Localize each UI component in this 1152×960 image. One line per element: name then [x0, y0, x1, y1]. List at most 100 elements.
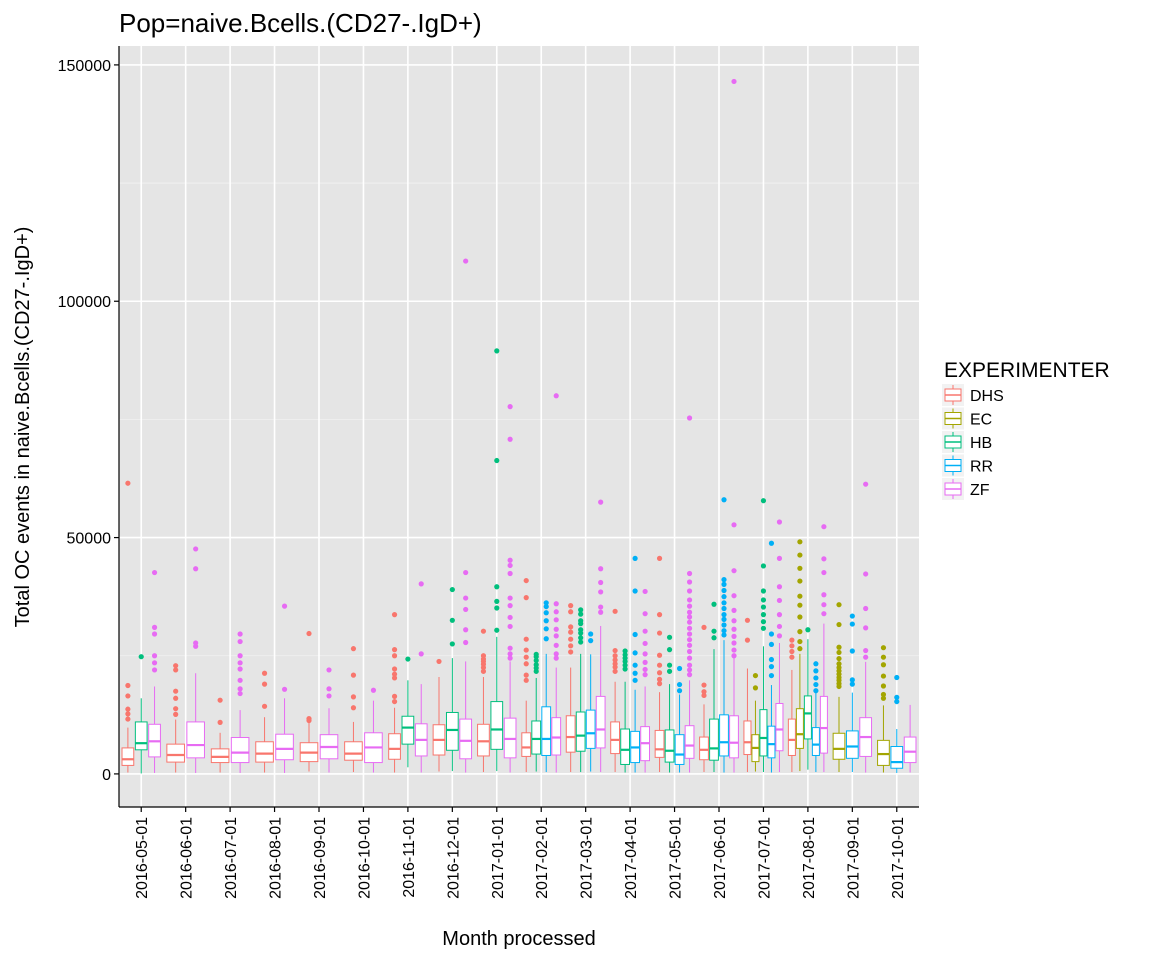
box-2017-08-01-EC — [795, 539, 804, 772]
outlier-point — [391, 675, 398, 681]
outlier-point — [789, 637, 795, 643]
outlier-point — [523, 661, 529, 667]
x-tick-label: 2016-10-01 — [356, 817, 373, 899]
box-iqr — [803, 695, 812, 740]
outlier-point — [721, 581, 727, 587]
outlier-point — [622, 658, 628, 665]
outlier-point — [632, 631, 638, 638]
x-tick-label: 2016-07-01 — [223, 817, 240, 899]
outlier-point — [612, 653, 618, 659]
outlier-point — [776, 612, 783, 618]
outlier-point — [553, 617, 559, 623]
outlier-point — [676, 688, 683, 694]
outlier-point — [370, 687, 377, 693]
legend-label: ZF — [970, 482, 990, 499]
outlier-point — [721, 600, 727, 606]
box-iqr — [664, 729, 675, 763]
box-iqr — [654, 729, 665, 758]
outlier-point — [612, 608, 618, 614]
outlier-point — [151, 624, 158, 630]
outlier-point — [836, 644, 842, 650]
outlier-point — [173, 667, 179, 673]
box-2017-06-01-HB — [709, 601, 719, 773]
box-2017-01-01-DHS — [477, 628, 490, 773]
outlier-point — [568, 643, 574, 649]
outlier-point — [760, 588, 767, 594]
x-tick-label: 2016-05-01 — [134, 817, 151, 899]
outlier-point — [261, 670, 268, 676]
outlier-point — [666, 662, 673, 668]
outlier-point — [463, 595, 469, 601]
outlier-point — [880, 645, 887, 651]
outlier-point — [173, 706, 179, 712]
outlier-point — [863, 571, 869, 577]
box-iqr — [541, 706, 552, 756]
legend-item-ec: EC — [942, 407, 992, 430]
legend-item-dhs: DHS — [942, 384, 1004, 406]
outlier-point — [813, 675, 819, 681]
y-tick-label: 100000 — [58, 294, 111, 311]
outlier-point — [797, 539, 803, 545]
box-2017-05-01-DHS — [654, 555, 665, 773]
outlier-point — [326, 667, 332, 673]
outlier-point — [731, 522, 737, 528]
outlier-point — [418, 581, 424, 587]
box-2017-10-01-ZF — [903, 704, 917, 773]
box-2017-02-01-RR — [541, 600, 552, 773]
outlier-point — [350, 646, 357, 652]
outlier-point — [463, 258, 469, 264]
box-iqr — [210, 748, 230, 764]
outlier-point — [193, 546, 199, 552]
outlier-point — [405, 656, 411, 662]
outlier-point — [686, 667, 693, 673]
outlier-point — [686, 648, 693, 655]
grid-lines — [119, 46, 919, 807]
outlier-point — [789, 648, 795, 655]
box-2017-05-01-HB — [664, 634, 675, 773]
box-2016-12-01-ZF — [459, 258, 473, 773]
box-layer — [121, 78, 917, 774]
outlier-point — [721, 587, 727, 594]
box-2017-01-01-ZF — [503, 404, 517, 773]
outlier-point — [863, 481, 869, 487]
outlier-point — [701, 689, 707, 695]
box-2017-10-01-RR — [890, 674, 904, 773]
outlier-point — [553, 393, 559, 399]
outlier-point — [632, 670, 638, 676]
box-iqr — [729, 715, 739, 759]
outlier-point — [449, 617, 455, 623]
outlier-point — [125, 706, 131, 712]
box-2017-07-01-EC — [751, 672, 760, 772]
box-iqr — [767, 725, 776, 759]
box-2017-01-01-HB — [490, 348, 504, 772]
x-tick-label: 2017-07-01 — [756, 817, 773, 899]
outlier-point — [543, 636, 549, 642]
outlier-point — [760, 619, 767, 625]
box-2017-09-01-ZF — [859, 481, 873, 773]
box-2017-09-01-RR — [845, 613, 859, 773]
outlier-point — [863, 605, 869, 612]
box-2017-06-01-DHS — [699, 624, 709, 773]
outlier-point — [642, 588, 648, 595]
legend-items: DHS EC HB RR ZF — [942, 384, 1004, 500]
outlier-point — [686, 655, 693, 661]
outlier-point — [768, 631, 775, 637]
box-2017-08-01-RR — [811, 661, 820, 773]
box-iqr — [674, 734, 685, 765]
outlier-point — [125, 682, 131, 689]
outlier-point — [880, 654, 887, 660]
outlier-point — [507, 595, 513, 601]
legend-title: EXPERIMENTER — [944, 359, 1110, 382]
outlier-point — [849, 621, 855, 627]
outlier-point — [821, 556, 827, 562]
outlier-point — [391, 693, 398, 699]
y-axis-label: Total OC events in naive.Bcells.(CD27-.I… — [12, 227, 34, 628]
outlier-point — [776, 584, 783, 590]
legend-item-zf: ZF — [942, 478, 990, 500]
outlier-point — [768, 664, 775, 670]
outlier-point — [863, 647, 869, 654]
outlier-point — [836, 649, 842, 656]
x-tick-label: 2016-09-01 — [312, 817, 329, 899]
legend-label: EC — [970, 412, 992, 429]
box-2016-10-01-DHS — [344, 646, 363, 773]
